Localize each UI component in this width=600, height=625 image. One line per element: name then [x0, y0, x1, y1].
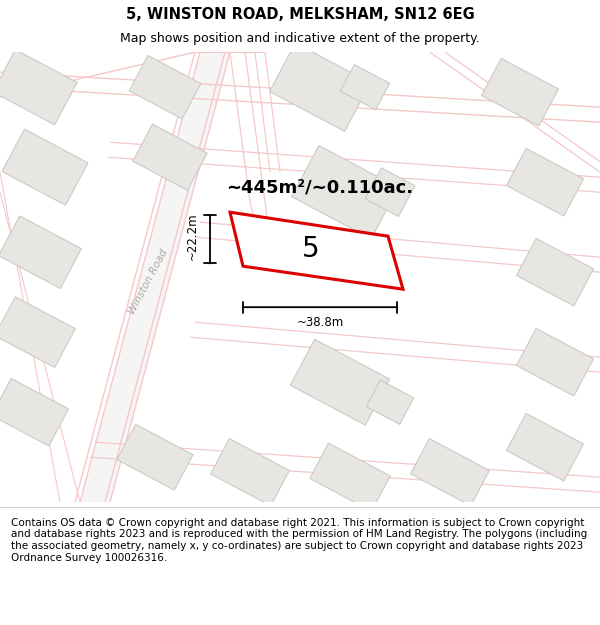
Polygon shape: [80, 52, 230, 502]
Bar: [310, 443, 390, 511]
Text: 5, WINSTON ROAD, MELKSHAM, SN12 6EG: 5, WINSTON ROAD, MELKSHAM, SN12 6EG: [125, 7, 475, 22]
Bar: [129, 56, 201, 119]
Bar: [517, 238, 593, 306]
Bar: [117, 424, 193, 490]
Bar: [506, 148, 584, 216]
Bar: [517, 328, 593, 396]
Text: ~38.8m: ~38.8m: [296, 316, 344, 329]
Bar: [340, 64, 390, 110]
Bar: [2, 129, 88, 205]
Bar: [410, 439, 490, 506]
Bar: [133, 124, 207, 190]
Bar: [292, 146, 398, 239]
Bar: [290, 339, 390, 425]
Text: Winston Road: Winston Road: [127, 248, 169, 316]
Bar: [0, 297, 76, 368]
Polygon shape: [230, 212, 403, 289]
Bar: [0, 49, 77, 125]
Bar: [366, 380, 414, 424]
Text: Contains OS data © Crown copyright and database right 2021. This information is : Contains OS data © Crown copyright and d…: [11, 518, 587, 562]
Text: Map shows position and indicative extent of the property.: Map shows position and indicative extent…: [120, 32, 480, 45]
Text: ~22.2m: ~22.2m: [185, 213, 199, 260]
Bar: [211, 439, 289, 506]
Text: ~445m²/~0.110ac.: ~445m²/~0.110ac.: [226, 178, 413, 196]
Text: 5: 5: [302, 235, 320, 263]
Bar: [0, 216, 82, 289]
Bar: [506, 413, 584, 481]
Bar: [0, 378, 68, 446]
Bar: [269, 43, 370, 131]
Bar: [481, 58, 559, 126]
Bar: [365, 168, 415, 216]
